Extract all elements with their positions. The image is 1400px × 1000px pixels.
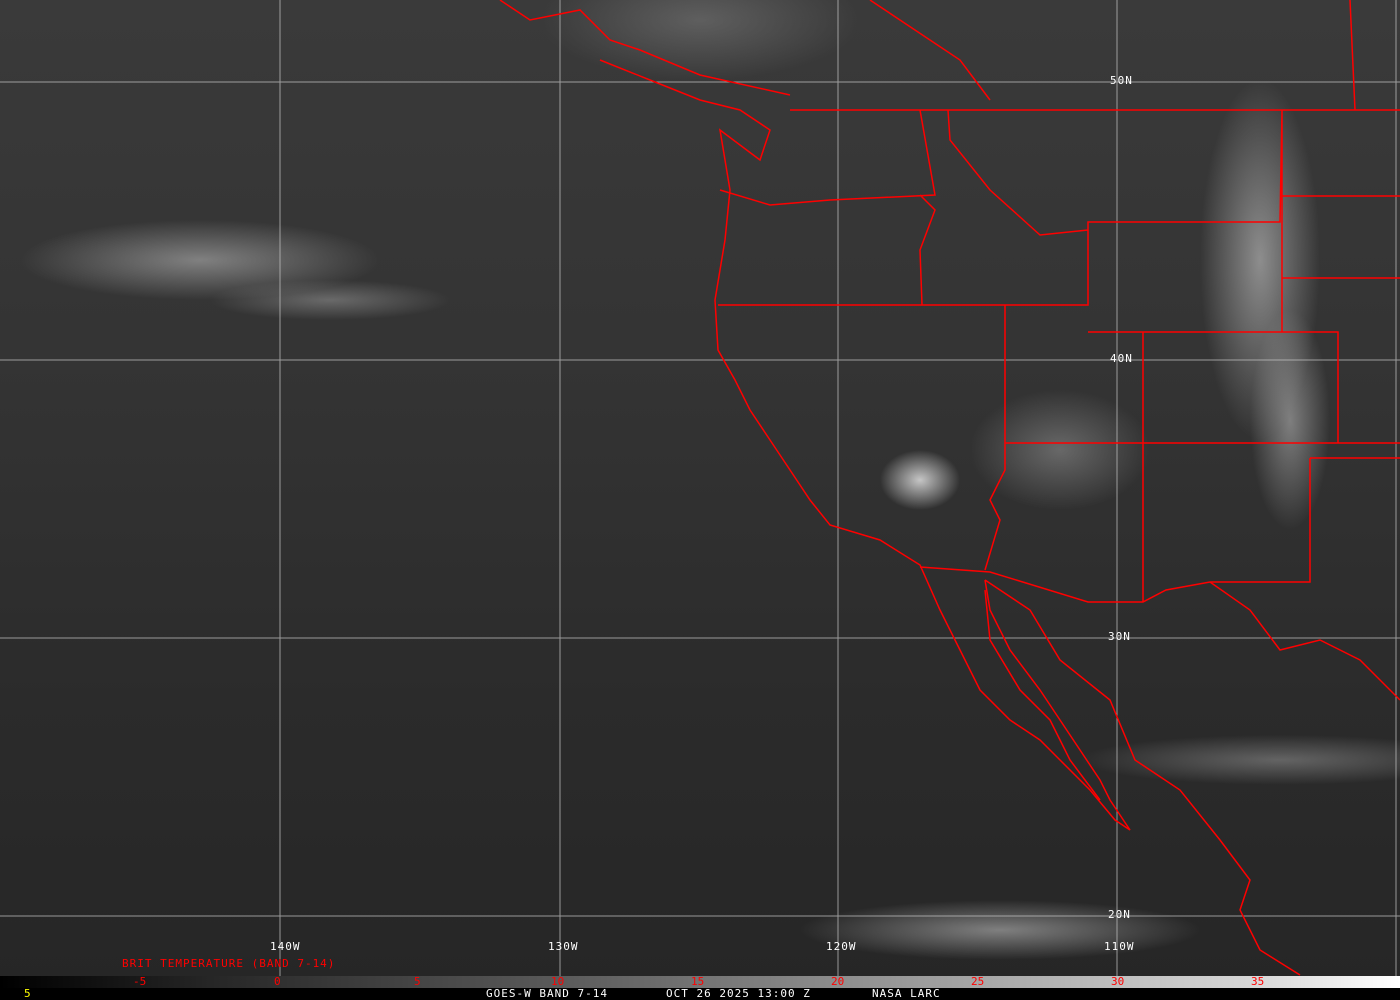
west-coastline (599, 59, 1131, 831)
colorbar-tick: 30 (1111, 975, 1125, 988)
lon-label-110w: 110W (1104, 940, 1135, 953)
lat-label-40n: 40N (1110, 352, 1133, 365)
boundaries (499, 0, 1400, 976)
footer-left-value: 5 (24, 987, 32, 1000)
rio-grande (1209, 581, 1400, 701)
colorbar (0, 976, 1400, 988)
footer-product: GOES-W BAND 7-14 (486, 987, 608, 1000)
colorbar-tick: 5 (414, 975, 421, 988)
footer-datetime: OCT 26 2025 13:00 Z (666, 987, 811, 1000)
lat-lon-grid (0, 0, 1400, 976)
lat-label-50n: 50N (1110, 74, 1133, 87)
mainland-mexico-coast (984, 579, 1301, 976)
colorbar-tick: 35 (1251, 975, 1265, 988)
footer-source: NASA LARC (872, 987, 941, 1000)
lon-label-120w: 120W (826, 940, 857, 953)
colorbar-tick: 10 (551, 975, 565, 988)
bc-coast (499, 0, 791, 96)
gulf-of-california-coast (984, 589, 1101, 801)
lon-label-140w: 140W (270, 940, 301, 953)
colorbar-tick: 20 (831, 975, 845, 988)
colorbar-title: BRIT TEMPERATURE (BAND 7-14) (122, 957, 336, 970)
footer-bar (0, 988, 1400, 1000)
state-borders (718, 0, 1400, 603)
colorbar-tick: 0 (274, 975, 281, 988)
colorbar-tick: 25 (971, 975, 985, 988)
colorbar-tick: 15 (691, 975, 705, 988)
lon-label-130w: 130W (548, 940, 579, 953)
colorbar-tick: -5 (133, 975, 147, 988)
lat-label-20n: 20N (1108, 908, 1131, 921)
lat-label-30n: 30N (1108, 630, 1131, 643)
